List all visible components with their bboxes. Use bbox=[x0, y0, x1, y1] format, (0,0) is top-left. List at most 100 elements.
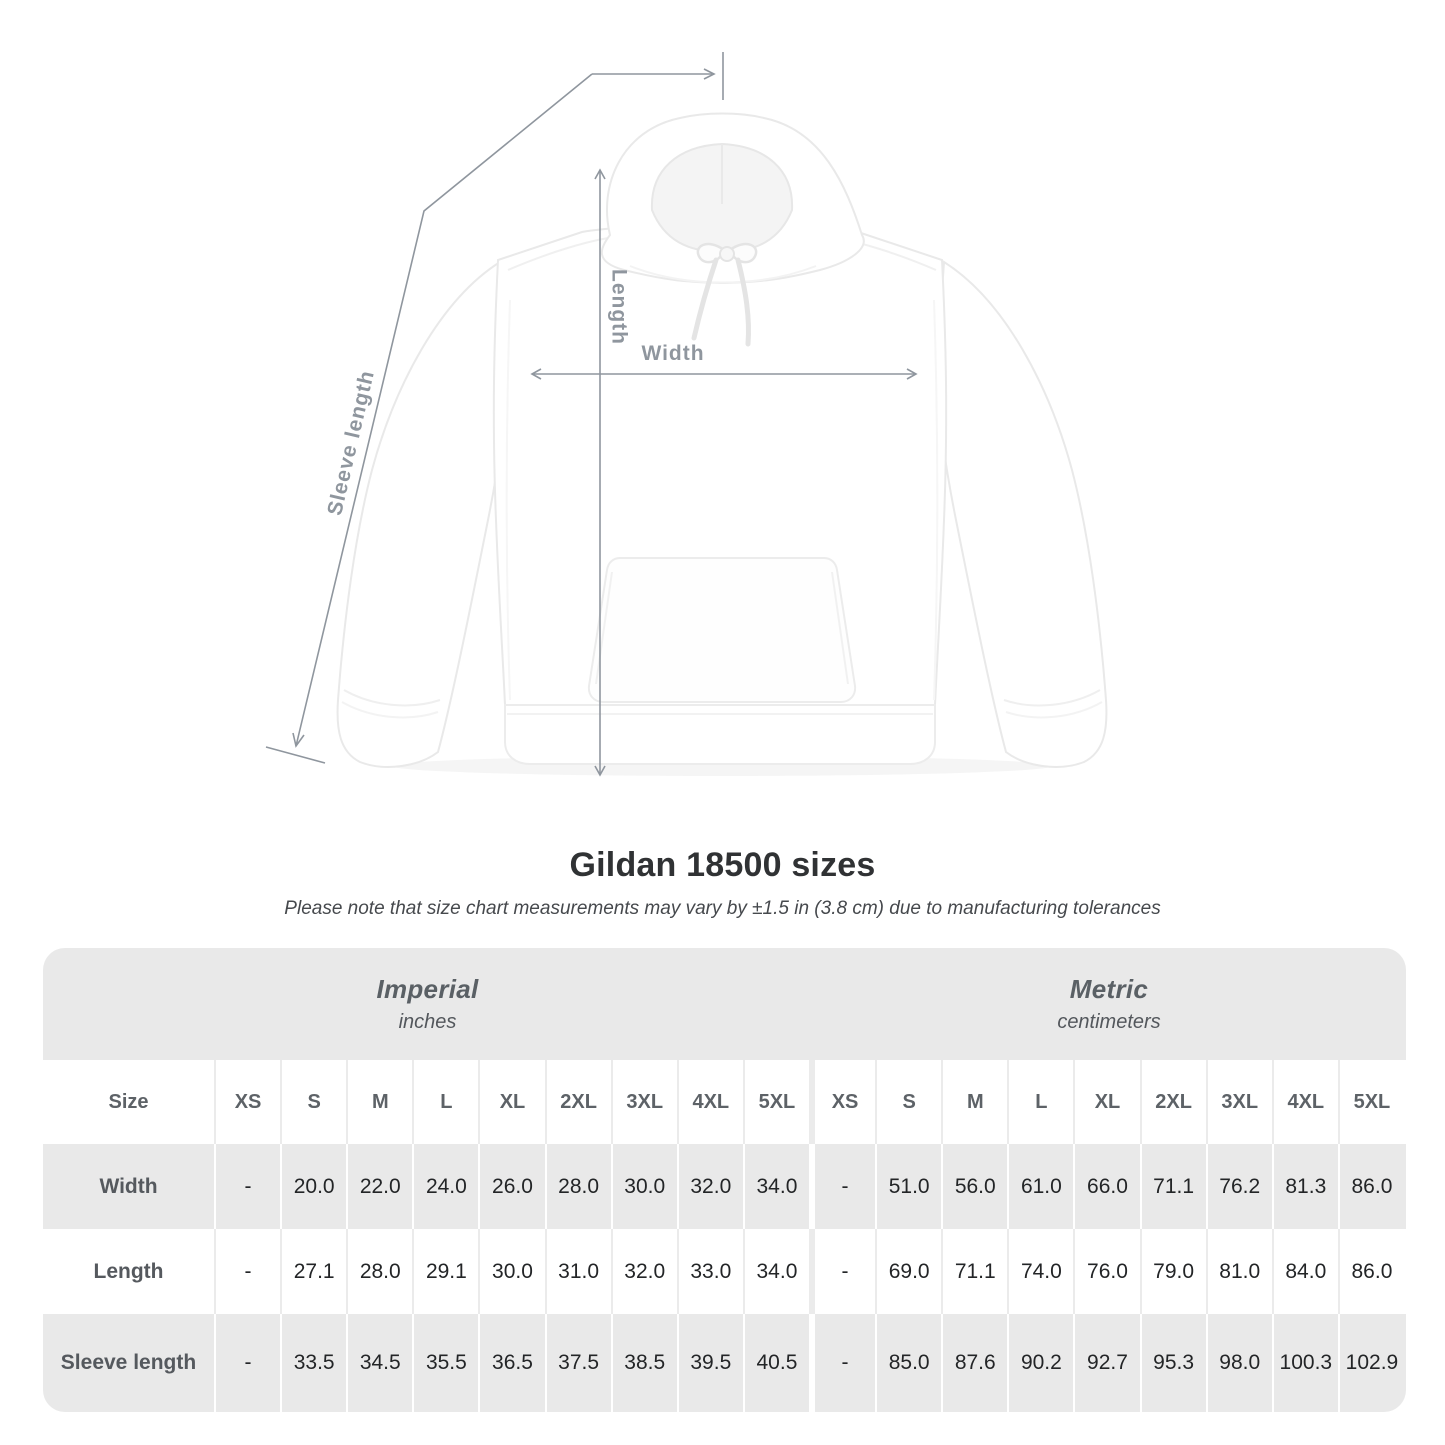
left-cuff-seam-2 bbox=[341, 701, 439, 719]
table-cell: - bbox=[216, 1144, 283, 1229]
size-header-metric: 4XL bbox=[1273, 1060, 1340, 1144]
table-cell: 28.0 bbox=[546, 1144, 613, 1229]
table-cell: 30.0 bbox=[480, 1229, 547, 1314]
size-table: Imperial inches Metric centimeters Size … bbox=[43, 948, 1406, 1412]
table-cell: 34.0 bbox=[744, 1144, 811, 1229]
size-table-grid: Size XS S M L XL 2XL 3XL 4XL 5XL XS S M … bbox=[43, 1060, 1406, 1412]
table-cell: 81.0 bbox=[1207, 1229, 1274, 1314]
table-cell: 51.0 bbox=[877, 1144, 944, 1229]
size-header-imperial: S bbox=[282, 1060, 349, 1144]
table-cell: 102.9 bbox=[1339, 1314, 1406, 1412]
left-cuff-seam bbox=[343, 689, 441, 707]
table-cell: 29.1 bbox=[414, 1229, 481, 1314]
table-cell: 32.0 bbox=[612, 1229, 679, 1314]
table-cell: 95.3 bbox=[1141, 1314, 1208, 1412]
table-cell: - bbox=[811, 1229, 878, 1314]
size-header-imperial: M bbox=[348, 1060, 415, 1144]
table-cell: 30.0 bbox=[612, 1144, 679, 1229]
right-cuff-seam bbox=[1003, 689, 1101, 707]
metric-unit: centimeters bbox=[1057, 1011, 1161, 1033]
table-cell: 35.5 bbox=[414, 1314, 481, 1412]
table-cell: - bbox=[216, 1314, 283, 1412]
hood-drape-line bbox=[629, 265, 817, 284]
table-cell: 85.0 bbox=[877, 1314, 944, 1412]
hoodie-left-sleeve bbox=[336, 260, 510, 768]
size-header-imperial: L bbox=[414, 1060, 481, 1144]
right-cuff-seam-2 bbox=[1005, 701, 1103, 719]
table-cell: 81.3 bbox=[1273, 1144, 1340, 1229]
table-cell: 33.0 bbox=[678, 1229, 745, 1314]
table-cell: 22.0 bbox=[348, 1144, 415, 1229]
table-cell: 27.1 bbox=[282, 1229, 349, 1314]
size-header-imperial: 4XL bbox=[678, 1060, 745, 1144]
row-label-sleeve-length: Sleeve length bbox=[43, 1314, 216, 1412]
table-cell: 26.0 bbox=[480, 1144, 547, 1229]
table-cell: 66.0 bbox=[1075, 1144, 1142, 1229]
table-cell: 71.1 bbox=[943, 1229, 1010, 1314]
hoodie-illustration bbox=[336, 112, 1108, 776]
size-header-imperial: 3XL bbox=[612, 1060, 679, 1144]
row-label-width: Width bbox=[43, 1144, 216, 1229]
table-cell: 86.0 bbox=[1339, 1144, 1406, 1229]
hoodie-drawstrings bbox=[691, 242, 758, 347]
table-cell: 92.7 bbox=[1075, 1314, 1142, 1412]
table-cell: 31.0 bbox=[546, 1229, 613, 1314]
width-arrow bbox=[530, 368, 918, 380]
table-cell: 28.0 bbox=[348, 1229, 415, 1314]
hoodie-measurement-figure: Length Width Sleeve length bbox=[265, 52, 1108, 777]
size-header-metric: 2XL bbox=[1141, 1060, 1208, 1144]
table-cell: 87.6 bbox=[943, 1314, 1010, 1412]
table-cell: 56.0 bbox=[943, 1144, 1010, 1229]
table-cell: 34.5 bbox=[348, 1314, 415, 1412]
size-header-metric: L bbox=[1009, 1060, 1076, 1144]
table-cell: 24.0 bbox=[414, 1144, 481, 1229]
diagram-label-width: Width bbox=[641, 342, 704, 365]
right-side-seam bbox=[933, 299, 939, 701]
imperial-label: Imperial bbox=[376, 974, 479, 1004]
hoodie-hem-band bbox=[504, 704, 936, 765]
size-header-metric: 5XL bbox=[1339, 1060, 1406, 1144]
table-cell: 32.0 bbox=[678, 1144, 745, 1229]
hoodie-right-sleeve bbox=[934, 260, 1108, 768]
size-column-header: Size bbox=[43, 1060, 216, 1144]
table-cell: 86.0 bbox=[1339, 1229, 1406, 1314]
imperial-section-header: Imperial inches bbox=[43, 948, 812, 1060]
disclaimer-note: Please note that size chart measurements… bbox=[284, 898, 1161, 919]
size-header-imperial: 5XL bbox=[744, 1060, 811, 1144]
table-cell: 79.0 bbox=[1141, 1229, 1208, 1314]
table-cell: 61.0 bbox=[1009, 1144, 1076, 1229]
size-header-metric: M bbox=[943, 1060, 1010, 1144]
table-cell: 33.5 bbox=[282, 1314, 349, 1412]
size-header-metric: XL bbox=[1075, 1060, 1142, 1144]
pocket-left-stitch bbox=[595, 571, 613, 685]
table-cell: 76.2 bbox=[1207, 1144, 1274, 1229]
sleeve-bottom-tick bbox=[265, 746, 326, 764]
imperial-unit: inches bbox=[398, 1011, 457, 1033]
size-header-metric: S bbox=[877, 1060, 944, 1144]
metric-section-header: Metric centimeters bbox=[812, 948, 1406, 1060]
table-cell: 84.0 bbox=[1273, 1229, 1340, 1314]
metric-label: Metric bbox=[1069, 974, 1149, 1004]
table-cell: 74.0 bbox=[1009, 1229, 1076, 1314]
table-cell: 20.0 bbox=[282, 1144, 349, 1229]
table-cell: 69.0 bbox=[877, 1229, 944, 1314]
length-arrow bbox=[594, 168, 606, 777]
table-cell: - bbox=[811, 1314, 878, 1412]
size-diagram: Length Width Sleeve length bbox=[265, 52, 1108, 777]
sleeve-length-arrow bbox=[265, 52, 724, 764]
table-cell: - bbox=[216, 1229, 283, 1314]
table-cell: 39.5 bbox=[678, 1314, 745, 1412]
table-cell: 40.5 bbox=[744, 1314, 811, 1412]
pocket-right-stitch bbox=[831, 571, 849, 685]
diagram-label-length: Length bbox=[607, 269, 630, 345]
size-header-imperial: 2XL bbox=[546, 1060, 613, 1144]
page-title: Gildan 18500 sizes bbox=[569, 846, 876, 884]
table-cell: - bbox=[811, 1144, 878, 1229]
size-header-imperial: XL bbox=[480, 1060, 547, 1144]
table-cell: 90.2 bbox=[1009, 1314, 1076, 1412]
unit-header-band: Imperial inches Metric centimeters bbox=[43, 948, 1406, 1060]
table-cell: 34.0 bbox=[744, 1229, 811, 1314]
table-cell: 100.3 bbox=[1273, 1314, 1340, 1412]
table-cell: 76.0 bbox=[1075, 1229, 1142, 1314]
